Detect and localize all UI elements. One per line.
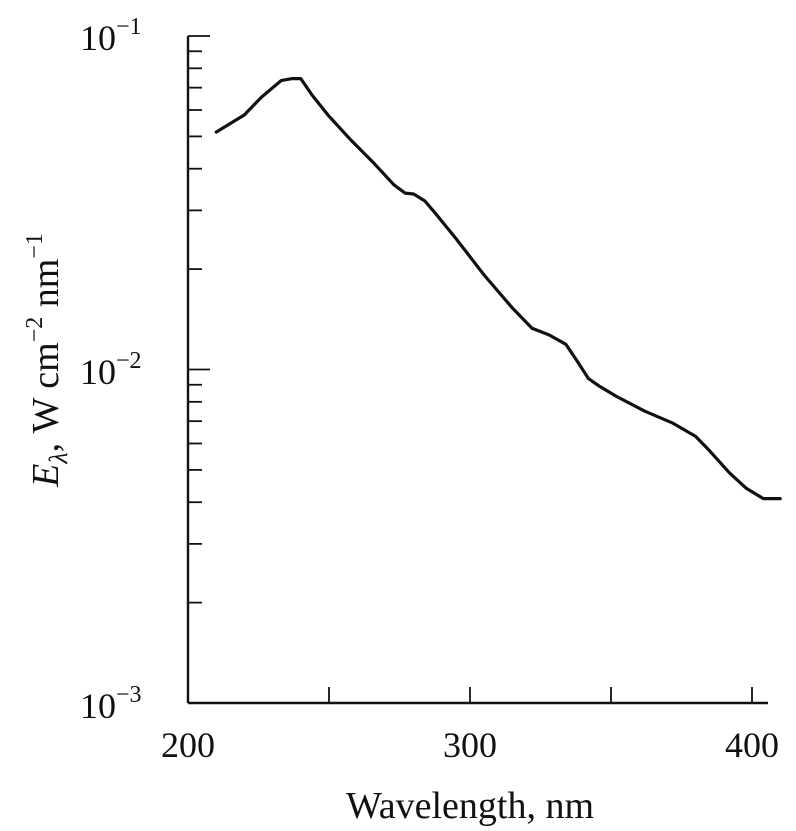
- y-tick-label-1: 10−1: [80, 14, 142, 58]
- spectral-irradiance-curve: [214, 77, 782, 501]
- x-tick-label-300: 300: [443, 725, 497, 765]
- y-tick-label-3: 10−3: [80, 682, 142, 726]
- axis-ticks: [187, 35, 753, 704]
- x-tick-label-200: 200: [161, 725, 215, 765]
- x-tick-label-400: 400: [725, 725, 779, 765]
- x-axis-title: Wavelength, nm: [346, 785, 594, 827]
- y-axis-title: Eλ, W cm−2 nm−1: [22, 233, 73, 488]
- y-tick-label-2: 10−2: [80, 348, 142, 392]
